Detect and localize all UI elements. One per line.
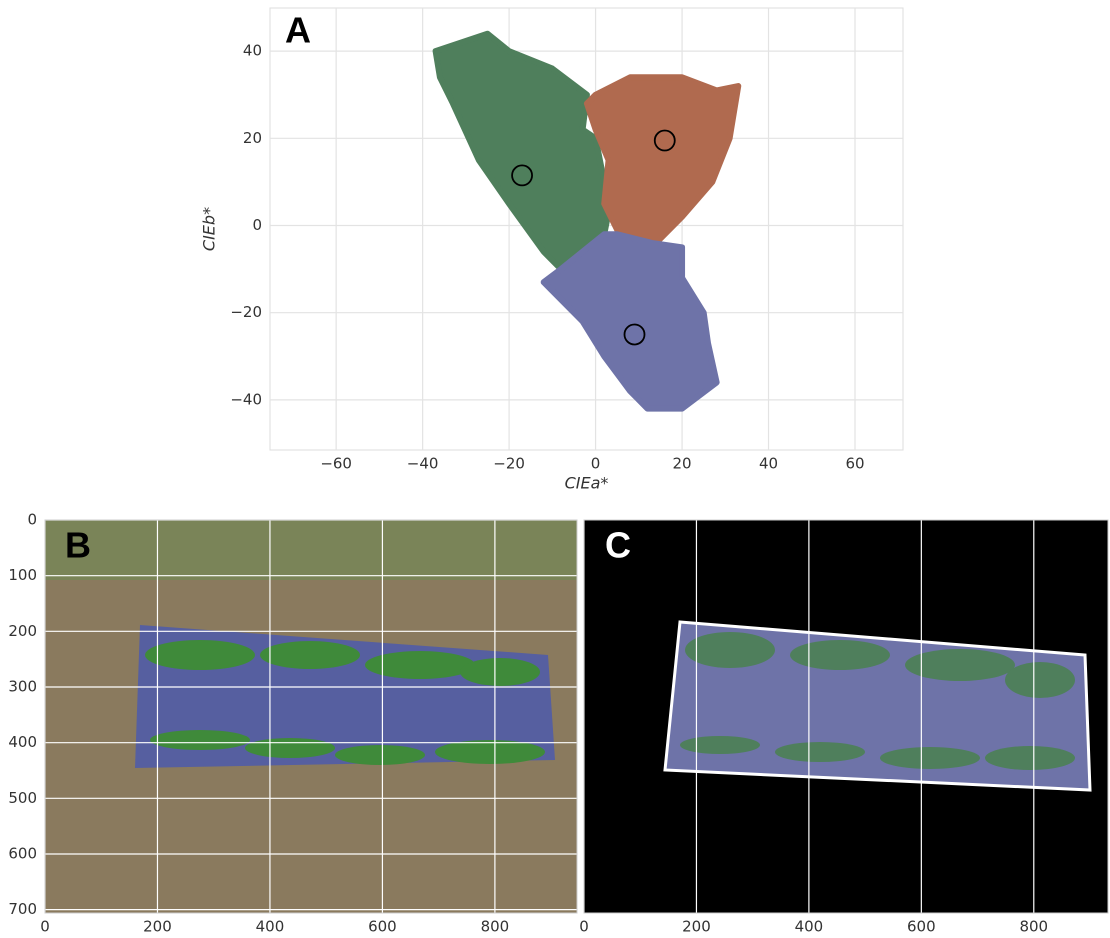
y-tick-label: 300 xyxy=(8,677,37,695)
x-tick-label: 60 xyxy=(845,455,864,473)
y-tick-label: 500 xyxy=(8,789,37,807)
x-tick-label: 600 xyxy=(907,918,936,936)
y-tick-label: 40 xyxy=(243,42,262,60)
panel-label: A xyxy=(285,10,311,51)
image-frame xyxy=(44,519,578,914)
y-tick-label: 100 xyxy=(8,566,37,584)
y-tick-label: 20 xyxy=(243,129,262,147)
y-tick-label: 0 xyxy=(27,511,37,529)
x-tick-label: 200 xyxy=(143,918,172,936)
segmentation xyxy=(584,520,1108,913)
x-tick-label: 400 xyxy=(795,918,824,936)
panel-label: B xyxy=(65,525,91,566)
photo xyxy=(45,520,577,913)
y-tick-label: 600 xyxy=(8,844,37,862)
cluster-area xyxy=(540,231,720,412)
centroid xyxy=(653,129,676,152)
x-tick-label: 40 xyxy=(759,455,778,473)
x-tick-label: 800 xyxy=(481,918,510,936)
y-tick-label: −40 xyxy=(230,390,262,408)
x-tick-label: −40 xyxy=(407,455,439,473)
x-tick-label: 0 xyxy=(579,918,589,936)
panel-label: C xyxy=(605,525,631,566)
image-frame xyxy=(583,519,1109,914)
centroid xyxy=(511,164,533,187)
x-axis-label: CIEa* xyxy=(565,474,609,493)
x-tick-label: 600 xyxy=(368,918,397,936)
x-tick-label: 20 xyxy=(673,455,692,473)
cluster-area xyxy=(583,74,742,251)
x-tick-label: 200 xyxy=(682,918,711,936)
x-tick-label: 800 xyxy=(1019,918,1048,936)
y-tick-label: −20 xyxy=(230,303,262,321)
centroid xyxy=(623,323,646,346)
mask-plants xyxy=(680,632,1075,770)
x-tick-label: 0 xyxy=(40,918,50,936)
cluster-area xyxy=(432,30,612,273)
photo-grass xyxy=(45,520,577,580)
x-tick-label: 400 xyxy=(256,918,285,936)
x-tick-label: 0 xyxy=(591,455,601,473)
y-tick-label: 200 xyxy=(8,622,37,640)
y-axis-label: CIEb* xyxy=(200,207,219,251)
y-tick-label: 400 xyxy=(8,733,37,751)
y-tick-label: 700 xyxy=(8,900,37,918)
x-tick-label: −60 xyxy=(320,455,352,473)
y-tick-label: 0 xyxy=(252,216,262,234)
x-tick-label: −20 xyxy=(493,455,525,473)
